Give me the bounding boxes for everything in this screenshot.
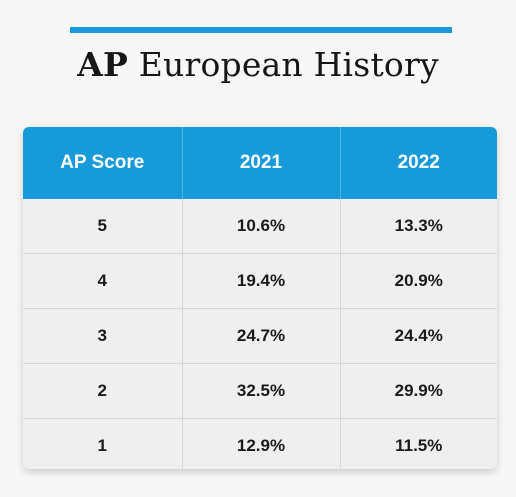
title-accent: AP [77, 45, 129, 84]
percent-2022-cell: 24.4% [339, 308, 497, 364]
percent-2021-cell: 24.7% [181, 308, 340, 364]
percent-2022-cell: 29.9% [339, 363, 497, 419]
percent-2021-cell: 12.9% [181, 418, 340, 469]
score-cell: 3 [23, 308, 182, 364]
percent-2022-cell: 13.3% [339, 199, 497, 254]
table-header-row: AP Score 2021 2022 [23, 127, 497, 199]
score-cell: 2 [23, 363, 182, 419]
column-header-2022: 2022 [339, 127, 497, 199]
score-table: AP Score 2021 2022 5 10.6% 13.3% 4 19.4%… [23, 127, 497, 469]
score-cell: 5 [23, 199, 182, 254]
score-cell: 4 [23, 253, 182, 309]
table-row: 1 12.9% 11.5% [23, 418, 497, 469]
table-row: 4 19.4% 20.9% [23, 253, 497, 309]
score-table-card: AP Score 2021 2022 5 10.6% 13.3% 4 19.4%… [23, 127, 497, 469]
percent-2021-cell: 10.6% [181, 199, 340, 254]
score-cell: 1 [23, 418, 182, 469]
column-header-2021: 2021 [181, 127, 340, 199]
percent-2022-cell: 20.9% [339, 253, 497, 309]
page-title: AP European History [0, 40, 516, 90]
title-text: European History [128, 45, 439, 84]
percent-2022-cell: 11.5% [339, 418, 497, 469]
table-row: 5 10.6% 13.3% [23, 199, 497, 254]
table-row: 2 32.5% 29.9% [23, 363, 497, 419]
percent-2021-cell: 32.5% [181, 363, 340, 419]
title-accent-rule [70, 27, 452, 33]
column-header-score: AP Score [23, 127, 182, 199]
table-row: 3 24.7% 24.4% [23, 308, 497, 364]
percent-2021-cell: 19.4% [181, 253, 340, 309]
